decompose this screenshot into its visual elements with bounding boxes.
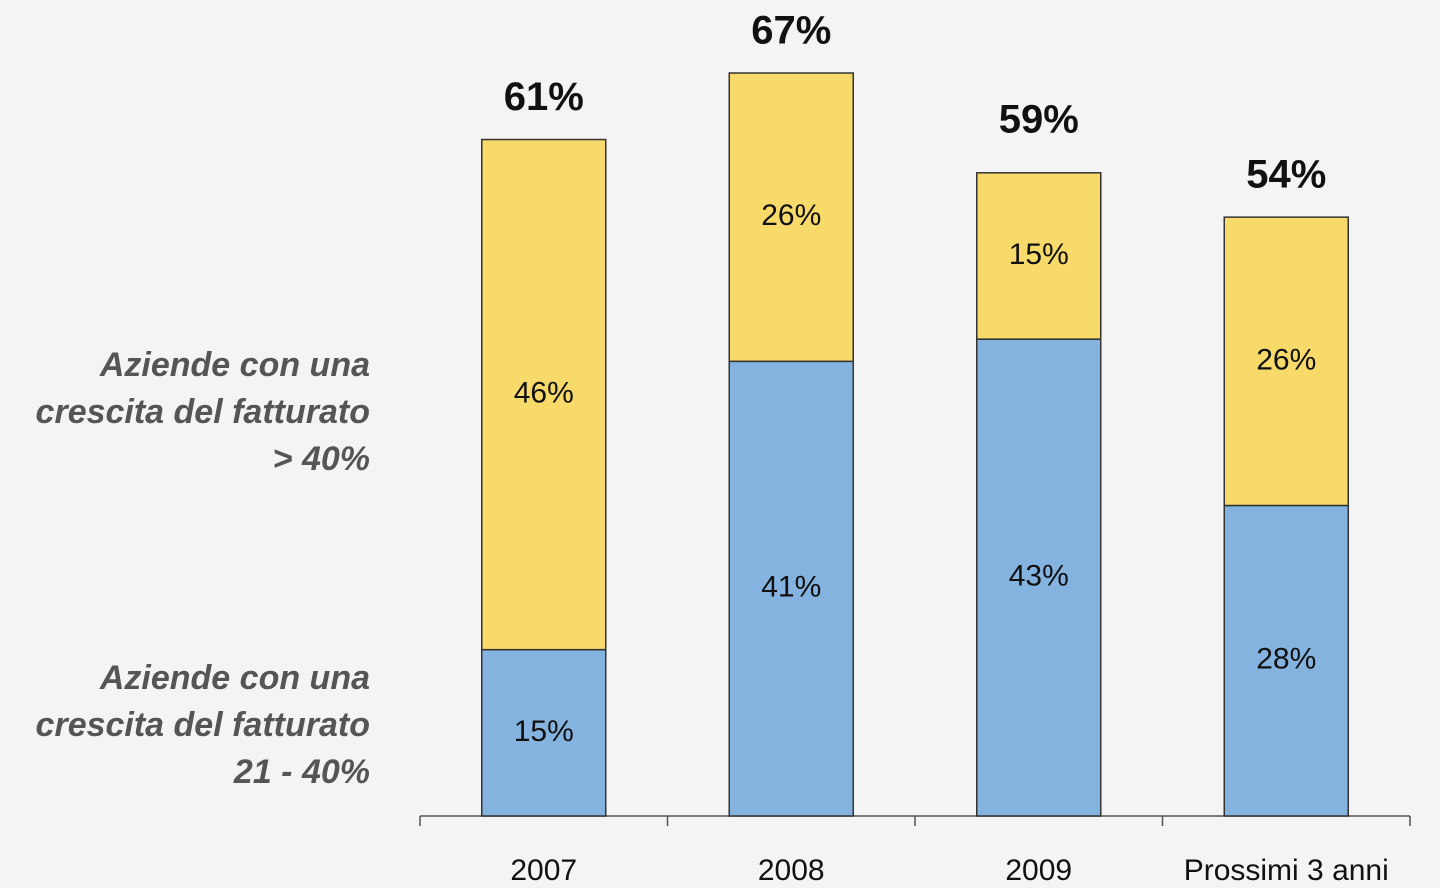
bar-segment xyxy=(481,138,607,651)
bar-segment xyxy=(481,648,607,817)
total-label: 54% xyxy=(1246,153,1326,197)
x-tick-label: 2008 xyxy=(758,854,825,887)
bar-segment xyxy=(1223,216,1349,507)
data-label: 26% xyxy=(761,199,821,232)
bar-segment xyxy=(976,172,1102,340)
data-label: 15% xyxy=(1009,238,1069,271)
x-tick-label: 2007 xyxy=(510,854,577,887)
bar-segment xyxy=(728,72,854,363)
data-label: 15% xyxy=(514,715,574,748)
x-tick-label: 2009 xyxy=(1005,854,1072,887)
data-label: 28% xyxy=(1256,643,1316,676)
data-label: 46% xyxy=(514,377,574,410)
bar-segment xyxy=(1223,504,1349,817)
data-label: 43% xyxy=(1009,559,1069,592)
data-label: 26% xyxy=(1256,343,1316,376)
total-label: 59% xyxy=(999,97,1079,141)
data-label: 41% xyxy=(761,571,821,604)
bar-segment xyxy=(976,338,1102,817)
total-label: 67% xyxy=(751,9,831,53)
legend-label: Aziende con una crescita del fatturato >… xyxy=(35,346,370,478)
legend-label: Aziende con una crescita del fatturato 2… xyxy=(35,659,370,791)
total-label: 61% xyxy=(504,75,584,119)
x-tick-label: Prossimi 3 anni xyxy=(1184,854,1389,887)
